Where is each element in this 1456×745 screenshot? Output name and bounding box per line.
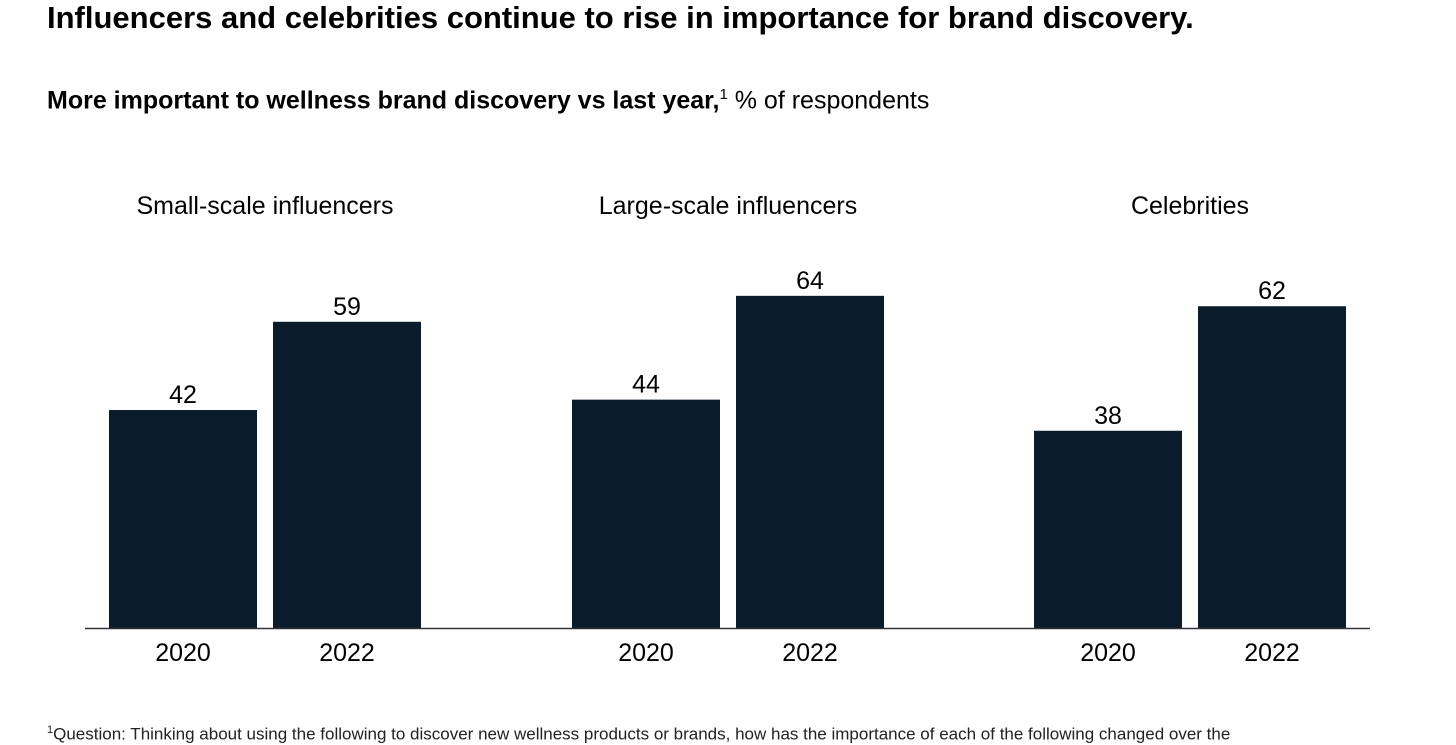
x-tick-label: 2022 — [319, 639, 375, 667]
data-label: 64 — [796, 267, 824, 295]
chart-subtitle: More important to wellness brand discove… — [47, 86, 929, 115]
bar — [1034, 430, 1182, 628]
group-label: Large-scale influencers — [599, 192, 857, 220]
data-label: 38 — [1094, 402, 1122, 430]
x-tick-label: 2022 — [782, 639, 838, 667]
data-label: 42 — [169, 381, 197, 409]
subtitle-footnote-marker: 1 — [719, 86, 728, 103]
x-tick-label: 2022 — [1244, 639, 1300, 667]
x-tick-label: 2020 — [618, 639, 674, 667]
bar — [109, 410, 257, 628]
footnote: 1Question: Thinking about using the foll… — [47, 724, 1230, 745]
data-label: 62 — [1258, 277, 1286, 305]
group-label: Small-scale influencers — [136, 192, 393, 220]
bar — [572, 399, 720, 628]
subtitle-bold: More important to wellness brand discove… — [47, 86, 720, 115]
footnote-text: Question: Thinking about using the follo… — [53, 724, 1231, 744]
bar — [736, 295, 884, 628]
subtitle-unit: % of respondents — [727, 86, 930, 115]
chart-title: Influencers and celebrities continue to … — [47, 0, 1194, 35]
footnote-marker: 1 — [47, 724, 54, 736]
x-tick-label: 2020 — [1080, 639, 1136, 667]
group-label: Celebrities — [1131, 192, 1249, 220]
bar — [273, 321, 421, 628]
data-label: 44 — [632, 371, 660, 399]
data-label: 59 — [333, 293, 361, 321]
bar — [1198, 306, 1346, 628]
x-tick-label: 2020 — [155, 639, 211, 667]
